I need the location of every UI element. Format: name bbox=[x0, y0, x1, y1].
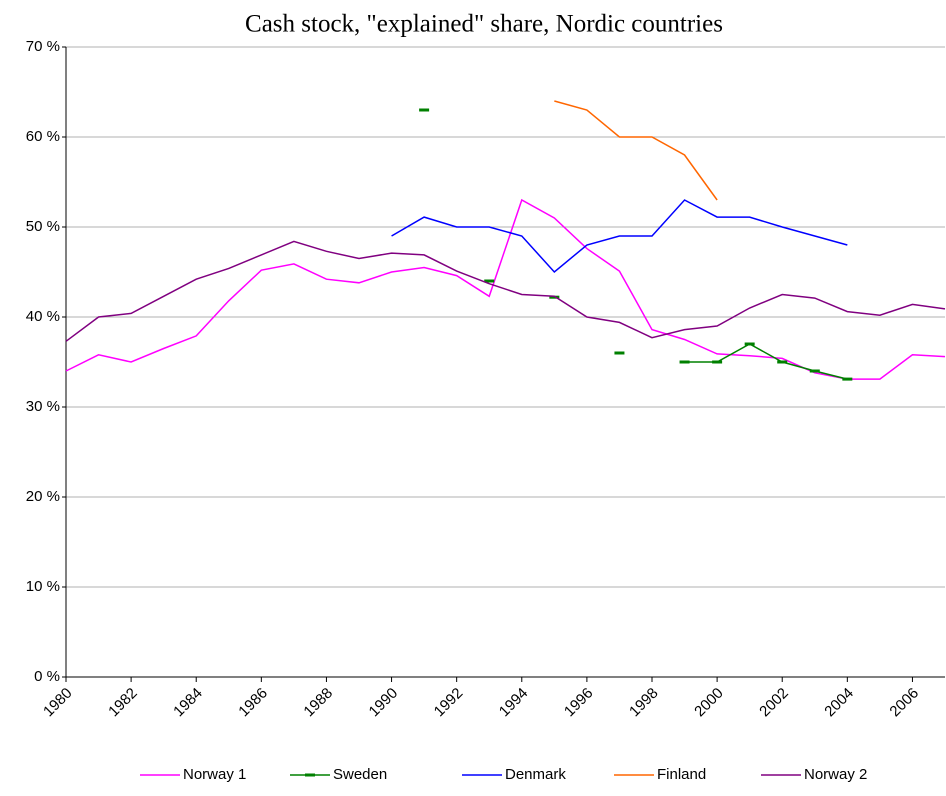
x-tick-label: 1992 bbox=[431, 685, 467, 721]
y-tick-label: 30 % bbox=[26, 398, 60, 415]
legend-label: Finland bbox=[657, 766, 706, 783]
y-tick-label: 50 % bbox=[26, 218, 60, 235]
x-tick-label: 1996 bbox=[561, 685, 597, 721]
point-marker bbox=[614, 351, 625, 355]
y-tick-label: 40 % bbox=[26, 308, 60, 325]
point-marker bbox=[712, 360, 723, 364]
y-tick-label: 20 % bbox=[26, 488, 60, 505]
x-tick-label: 1984 bbox=[170, 685, 206, 721]
series-line bbox=[684, 343, 848, 380]
point-marker bbox=[842, 377, 853, 381]
x-tick-label: 2006 bbox=[886, 685, 922, 721]
point-marker bbox=[484, 279, 495, 283]
y-tick-label: 0 % bbox=[34, 668, 60, 685]
y-tick-label: 10 % bbox=[26, 578, 60, 595]
legend-label: Norway 2 bbox=[804, 766, 867, 783]
series-line bbox=[65, 198, 946, 380]
x-tick-label: 1990 bbox=[366, 685, 402, 721]
x-tick-label: 2004 bbox=[821, 685, 857, 721]
point-marker bbox=[549, 295, 560, 299]
chart-title: Cash stock, "explained" share, Nordic co… bbox=[245, 11, 723, 38]
point-marker bbox=[744, 342, 755, 346]
x-tick-label: 1994 bbox=[496, 685, 532, 721]
legend-label: Norway 1 bbox=[183, 766, 246, 783]
point-marker bbox=[809, 369, 820, 373]
series-line bbox=[65, 240, 946, 342]
x-tick-label: 2002 bbox=[756, 685, 792, 721]
y-tick-label: 70 % bbox=[26, 38, 60, 55]
x-tick-label: 1982 bbox=[105, 685, 141, 721]
point-marker bbox=[777, 360, 788, 364]
y-tick-label: 60 % bbox=[26, 128, 60, 145]
series-line bbox=[554, 100, 718, 201]
legend-marker bbox=[305, 773, 315, 777]
x-tick-label: 1988 bbox=[300, 685, 336, 721]
legend-label: Denmark bbox=[505, 766, 566, 783]
legend-label: Sweden bbox=[333, 766, 387, 783]
x-tick-label: 2000 bbox=[691, 685, 727, 721]
point-marker bbox=[679, 360, 690, 364]
x-tick-label: 1980 bbox=[40, 685, 76, 721]
point-marker bbox=[419, 108, 430, 112]
series-line bbox=[391, 199, 848, 274]
x-tick-label: 1986 bbox=[235, 685, 271, 721]
x-tick-label: 1998 bbox=[626, 685, 662, 721]
